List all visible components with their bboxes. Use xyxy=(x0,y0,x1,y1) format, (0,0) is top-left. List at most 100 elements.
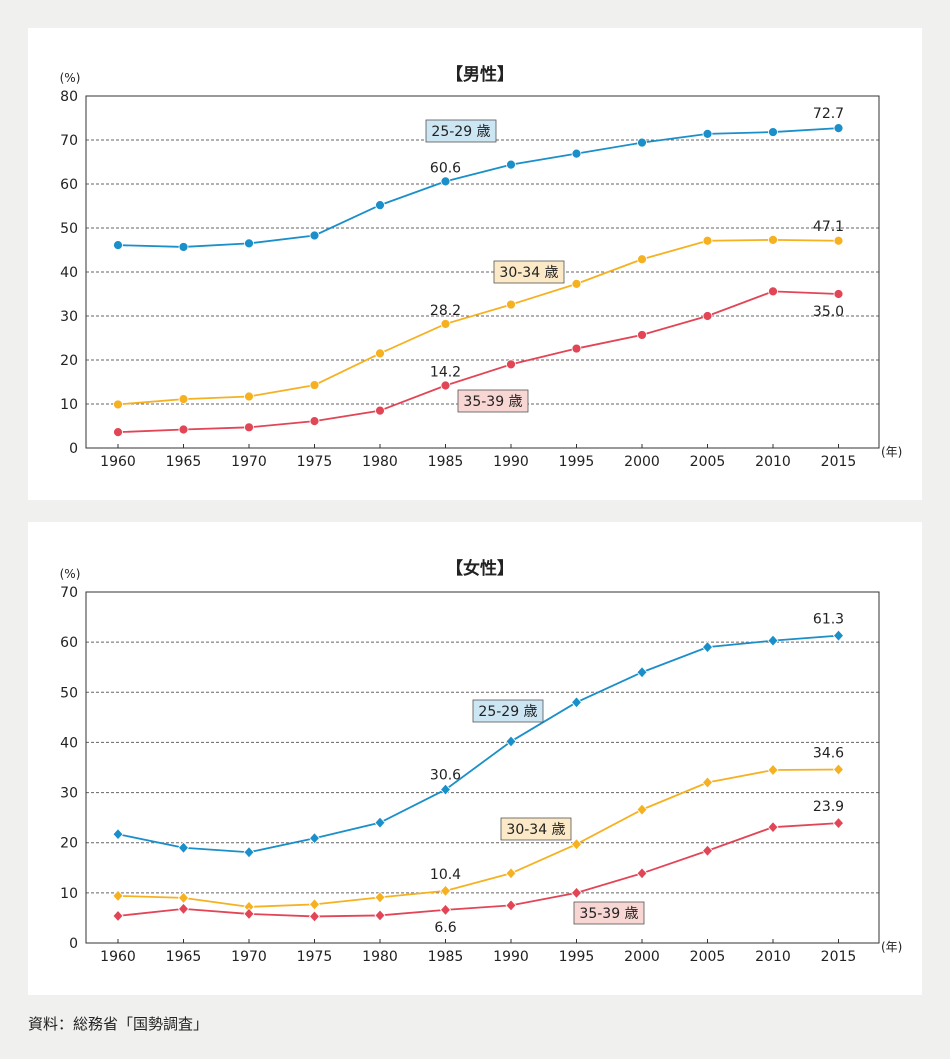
data-point xyxy=(112,889,124,902)
plot-frame xyxy=(85,95,880,449)
x-tick-label: 1980 xyxy=(362,454,398,470)
x-tick-label: 2015 xyxy=(821,454,857,470)
data-point xyxy=(570,838,583,851)
data-point xyxy=(701,776,714,789)
series-label: 25-29 歳 xyxy=(431,124,490,140)
data-point xyxy=(767,763,779,777)
x-tick-label: 1970 xyxy=(231,949,267,965)
data-point xyxy=(243,846,255,859)
y-tick-label: 80 xyxy=(60,89,78,105)
data-point xyxy=(833,235,844,246)
y-tick-label: 70 xyxy=(60,585,78,601)
data-point xyxy=(833,123,844,134)
data-point xyxy=(571,148,582,159)
series-label-box xyxy=(500,817,572,841)
series-label-box xyxy=(425,119,497,143)
series-line-2 xyxy=(117,768,839,908)
data-point xyxy=(637,330,647,340)
data-point xyxy=(768,286,778,297)
x-tick-label: 2010 xyxy=(755,454,791,470)
data-label: 6.6 xyxy=(434,920,456,936)
data-label: 60.6 xyxy=(430,160,461,176)
x-tick-label: 1995 xyxy=(559,949,595,965)
x-tick-label: 1960 xyxy=(100,454,136,470)
data-point xyxy=(636,803,648,816)
data-label: 10.4 xyxy=(430,867,461,883)
data-point xyxy=(113,399,123,410)
y-tick-label: 40 xyxy=(60,265,78,281)
data-point xyxy=(177,841,190,854)
data-label: 35.0 xyxy=(813,304,844,320)
series-label-box xyxy=(457,389,529,413)
data-point xyxy=(309,380,320,390)
data-label: 61.3 xyxy=(813,612,844,628)
y-tick-label: 10 xyxy=(60,886,78,902)
data-point xyxy=(505,867,517,880)
y-tick-label: 30 xyxy=(60,786,78,802)
data-point xyxy=(112,909,124,923)
data-point xyxy=(177,891,190,904)
chart-title: 【男性】 xyxy=(446,64,514,85)
data-point xyxy=(309,230,320,241)
data-label: 28.2 xyxy=(430,303,461,319)
x-tick-label: 2005 xyxy=(690,949,726,965)
data-point xyxy=(374,816,386,829)
data-point xyxy=(440,319,451,329)
data-point xyxy=(244,238,254,249)
data-point xyxy=(832,629,845,642)
data-point xyxy=(113,240,123,251)
data-point xyxy=(374,891,386,904)
x-tick-label: 1985 xyxy=(428,949,464,965)
x-tick-label: 1990 xyxy=(493,454,529,470)
data-point xyxy=(308,910,321,923)
data-point xyxy=(570,886,583,899)
x-tick-label: 1990 xyxy=(493,949,529,965)
series-line-1 xyxy=(117,127,839,248)
data-point xyxy=(702,311,713,321)
data-point xyxy=(243,907,255,921)
series-line-3 xyxy=(117,822,839,918)
data-point xyxy=(308,898,321,911)
series-label: 30-34 歳 xyxy=(499,265,558,281)
male-chart-panel: 【男性】 (%) 0 10 20 30 40 50 60 70 80 1960 1965 1970 1975… xyxy=(28,28,922,500)
data-point xyxy=(701,844,714,857)
data-point xyxy=(112,828,124,841)
data-label: 30.6 xyxy=(430,768,461,784)
y-tick-label: 0 xyxy=(69,936,78,952)
x-tick-label: 2015 xyxy=(821,949,857,965)
x-tick-label: 1975 xyxy=(297,949,333,965)
x-tick-label: 2000 xyxy=(624,949,660,965)
series-label: 35-39 歳 xyxy=(579,906,638,922)
chart-title: 【女性】 xyxy=(446,558,514,579)
series-line-3 xyxy=(117,290,839,434)
series-label: 30-34 歳 xyxy=(506,822,565,838)
x-tick-label: 1980 xyxy=(362,949,398,965)
data-point xyxy=(308,832,321,845)
data-point xyxy=(505,735,517,748)
x-tick-label: 2010 xyxy=(755,949,791,965)
y-tick-label: 40 xyxy=(60,735,78,751)
y-tick-label: 70 xyxy=(60,133,78,149)
data-point xyxy=(571,278,582,289)
data-point xyxy=(439,884,452,897)
x-axis-unit-label: (年) xyxy=(881,445,902,459)
data-point xyxy=(701,641,714,654)
male-line-chart: 【男性】 (%) 0 10 20 30 40 50 60 70 80 1960 1965 1970 1975… xyxy=(60,64,903,470)
series-label-box xyxy=(493,260,565,284)
data-point xyxy=(506,159,516,170)
y-tick-label: 20 xyxy=(60,353,78,369)
data-point xyxy=(309,416,320,427)
series-label: 25-29 歳 xyxy=(478,704,537,720)
data-point xyxy=(375,405,385,416)
y-tick-label: 10 xyxy=(60,397,78,413)
female-line-chart: 【女性】 (%) 0 10 20 30 40 50 60 70 1960 1965 1970 1975 19… xyxy=(60,558,903,965)
data-point xyxy=(375,200,385,211)
data-point xyxy=(178,394,189,405)
data-label: 47.1 xyxy=(813,219,844,235)
data-label: 23.9 xyxy=(813,799,844,815)
data-point xyxy=(244,391,254,402)
y-tick-label: 60 xyxy=(60,635,78,651)
data-label: 72.7 xyxy=(813,106,844,122)
data-point xyxy=(506,359,516,370)
data-point xyxy=(506,299,516,310)
